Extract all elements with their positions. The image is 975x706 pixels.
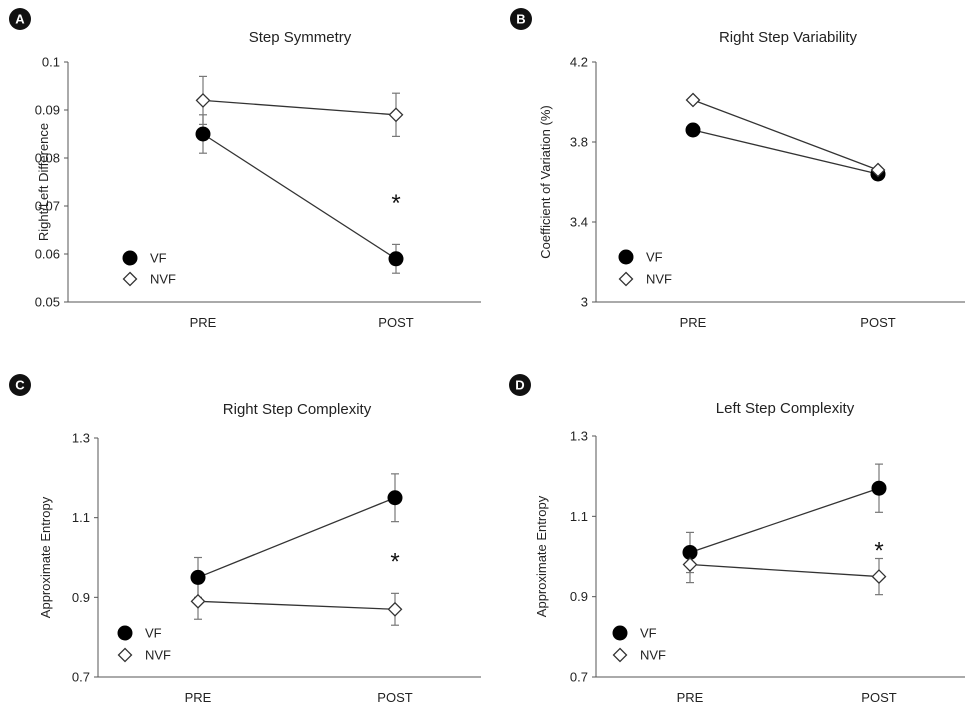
y-tick-label: 1.1 <box>72 510 90 525</box>
significance-star: * <box>874 537 883 564</box>
chart-title: Step Symmetry <box>249 29 352 46</box>
x-tick-label: POST <box>378 315 413 330</box>
y-tick-label: 0.7 <box>72 670 90 685</box>
data-point-vf <box>682 544 698 560</box>
data-point-vf <box>388 251 404 267</box>
panel-a: A Step Symmetry 0.05 0.06 0.07 0.08 0.09 0.1 PRE… <box>9 8 481 330</box>
legend-label-nvf: NVF <box>646 272 672 287</box>
y-tick-label: 0.9 <box>570 589 588 604</box>
data-point-vf <box>871 480 887 496</box>
legend-label-vf: VF <box>646 250 663 265</box>
series-line-nvf <box>692 99 879 171</box>
y-axis-label: Approximate Entropy <box>38 496 53 618</box>
data-point-vf <box>195 126 211 142</box>
panel-label: C <box>15 378 25 393</box>
y-tick-label: 3.4 <box>570 215 588 230</box>
y-tick-label: 0.09 <box>35 103 60 118</box>
panel-label: D <box>515 378 524 393</box>
legend-label-nvf: NVF <box>145 648 171 663</box>
data-point-nvf <box>871 569 887 585</box>
legend-label-vf: VF <box>145 626 162 641</box>
series-line-vf <box>689 487 880 554</box>
x-tick-label: POST <box>861 690 896 705</box>
panel-label: B <box>516 12 525 27</box>
data-point-vf <box>387 490 403 506</box>
y-tick-label: 0.08 <box>35 151 60 166</box>
data-point-nvf <box>195 92 211 108</box>
series-line-nvf <box>202 99 397 116</box>
data-point-nvf <box>388 107 404 123</box>
x-tick-label: POST <box>860 315 895 330</box>
chart-title: Right Step Variability <box>719 29 858 46</box>
legend-label-vf: VF <box>150 251 167 266</box>
data-point-nvf <box>682 557 698 572</box>
legend-marker-vf <box>618 249 634 265</box>
chart-title: Left Step Complexity <box>716 400 855 417</box>
data-point-vf <box>685 122 701 138</box>
legend-label-nvf: NVF <box>150 272 176 287</box>
panel-badge <box>510 8 532 30</box>
data-point-nvf <box>387 601 403 617</box>
data-point-nvf <box>685 92 701 108</box>
panel-badge <box>9 374 31 396</box>
x-tick-label: PRE <box>677 690 704 705</box>
panel-badge <box>9 8 31 30</box>
legend-marker-vf <box>612 625 628 641</box>
y-tick-label: 3 <box>581 295 588 310</box>
panel-c: C Right Step Complexity 0.7 0.9 1.1 1.3 PRE POS… <box>9 374 481 705</box>
legend-marker-nvf <box>618 271 634 287</box>
x-tick-label: PRE <box>185 690 212 705</box>
significance-star: * <box>390 549 399 576</box>
x-tick-label: PRE <box>190 315 217 330</box>
y-tick-label: 0.7 <box>570 670 588 685</box>
panel-b: B Right Step Variability 3 3.4 3.8 4.2 PRE POST… <box>510 8 965 330</box>
y-axis-label: Coefficient of Variation (%) <box>538 105 553 258</box>
series-line-vf <box>692 129 879 175</box>
y-tick-label: 1.3 <box>72 431 90 446</box>
legend-label-nvf: NVF <box>640 648 666 663</box>
y-tick-label: 0.9 <box>72 590 90 605</box>
significance-star: * <box>391 190 400 217</box>
y-tick-label: 0.07 <box>35 199 60 214</box>
y-tick-label: 0.1 <box>42 55 60 70</box>
panel-badge <box>509 374 531 396</box>
y-tick-label: 1.3 <box>570 429 588 444</box>
legend-label-vf: VF <box>640 626 657 641</box>
series-line-vf <box>202 133 397 260</box>
legend-marker-vf <box>122 250 138 266</box>
chart-title: Right Step Complexity <box>223 401 372 418</box>
y-axis-label: Approximate Entropy <box>534 495 549 617</box>
series-line-nvf <box>689 563 880 578</box>
series-line-nvf <box>197 600 396 610</box>
legend-marker-nvf <box>117 647 133 663</box>
legend-marker-nvf <box>612 647 628 663</box>
data-point-nvf <box>190 593 206 609</box>
y-tick-label: 0.05 <box>35 295 60 310</box>
y-tick-label: 4.2 <box>570 55 588 70</box>
series-line-vf <box>197 497 396 579</box>
x-tick-label: PRE <box>680 315 707 330</box>
y-axis-label: Right/Left Difference <box>36 123 51 241</box>
data-point-vf <box>190 569 206 585</box>
legend-marker-vf <box>117 625 133 641</box>
data-point-nvf <box>870 162 886 178</box>
y-tick-label: 1.1 <box>570 509 588 524</box>
legend-marker-nvf <box>122 271 138 287</box>
y-tick-label: 0.06 <box>35 247 60 262</box>
y-tick-label: 3.8 <box>570 135 588 150</box>
x-tick-label: POST <box>377 690 412 705</box>
panel-d: D Left Step Complexity 0.7 0.9 1.1 1.3 PRE POST… <box>509 374 965 705</box>
panel-label: A <box>15 12 25 27</box>
